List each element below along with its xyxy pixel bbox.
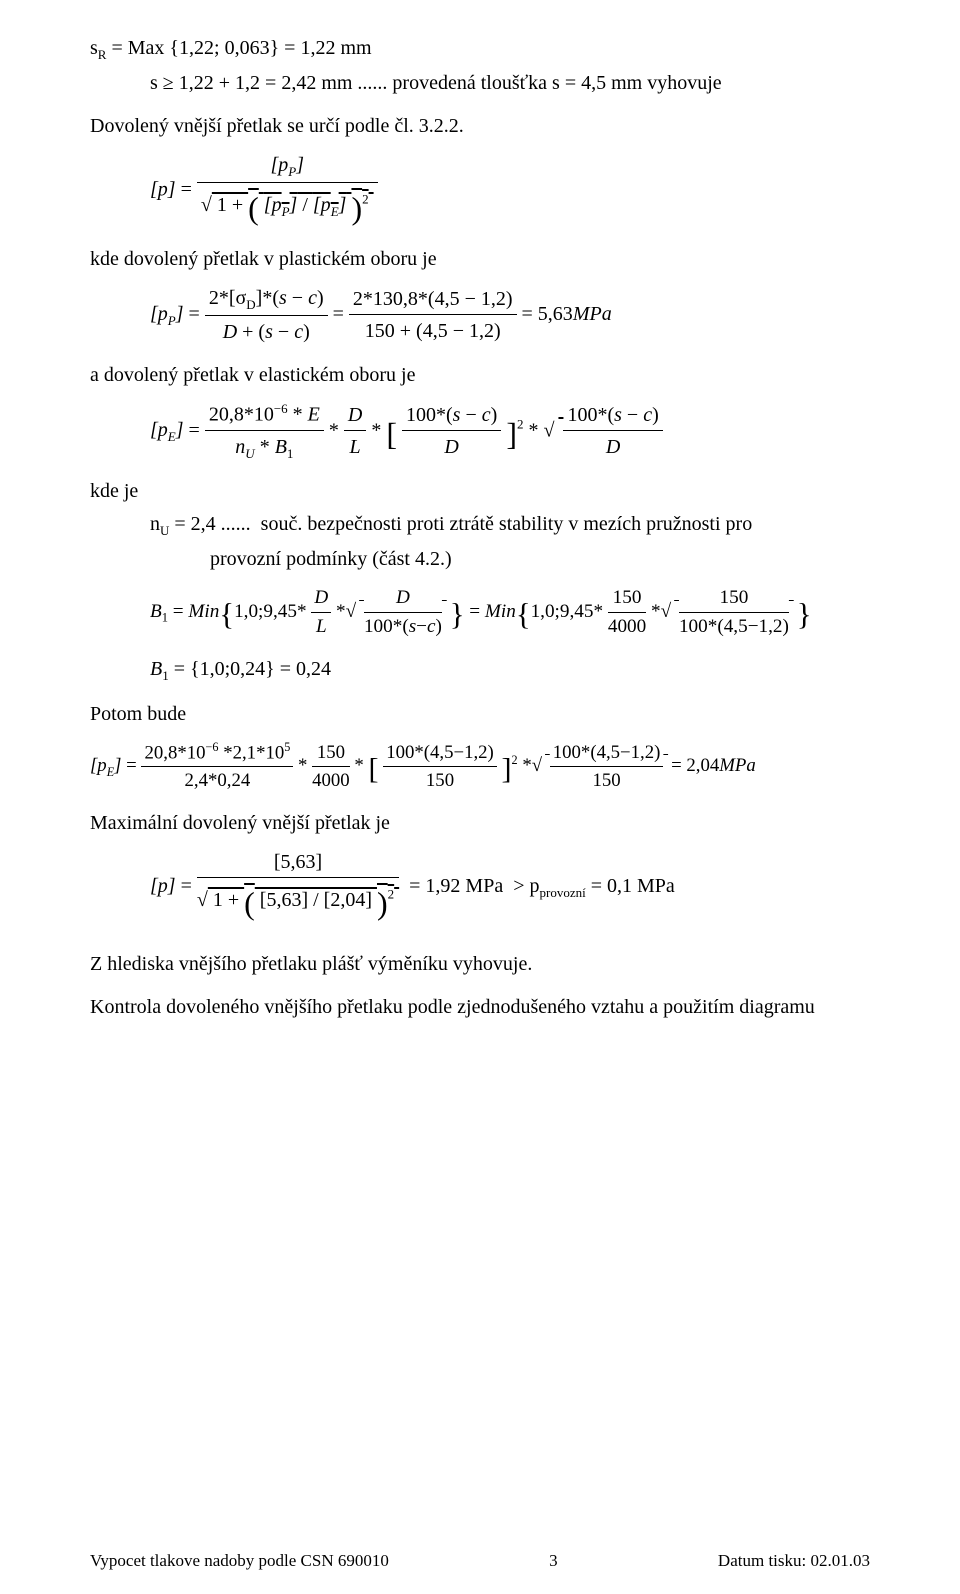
text-line: Maximální dovolený vnější přetlak je (90, 809, 870, 838)
footer-page-number: 3 (549, 1549, 558, 1574)
page-footer: Vypocet tlakove nadoby podle CSN 690010 … (90, 1549, 870, 1574)
text-line: sR = Max {1,22; 0,063} = 1,22 mm (90, 34, 870, 65)
equation-pe: [pE] = 20,8*10−6 * E nU * B1 * D L * [ 1… (150, 400, 870, 464)
sr-max: sR = Max {1,22; 0,063} = 1,22 mm (90, 37, 372, 59)
nu-def: nU = 2,4 ...... souč. bezpečnosti proti … (150, 513, 752, 535)
text-line: s ≥ 1,22 + 1,2 = 2,42 mm ...... proveden… (150, 69, 870, 98)
equation-p-final: [p] = [5,63] √ 1 + ( [5,63] / [2,04] )2 … (150, 848, 870, 926)
footer-right: Datum tisku: 02.01.03 (718, 1549, 870, 1574)
text-line: nU = 2,4 ...... souč. bezpečnosti proti … (150, 510, 870, 541)
text-line: kde dovolený přetlak v plastickém oboru … (90, 245, 870, 274)
text-line: Z hlediska vnějšího přetlaku plášť výměn… (90, 950, 870, 979)
text-line: Potom bude (90, 700, 870, 729)
footer-left: Vypocet tlakove nadoby podle CSN 690010 (90, 1549, 389, 1574)
equation-b1-result: B1 = {1,0;0,24} = 0,24 (150, 655, 870, 686)
equation-pp: [pP] = 2*[σD]*(s − c) D + (s − c) = 2*13… (150, 284, 870, 347)
text-line: a dovolený přetlak v elastickém oboru je (90, 361, 870, 390)
text-line: Dovolený vnější přetlak se určí podle čl… (90, 112, 870, 141)
equation-b1: B1 = Min{1,0;9,45* D L *√ D 100*(s−c) } … (150, 584, 870, 641)
document-page: sR = Max {1,22; 0,063} = 1,22 mm s ≥ 1,2… (0, 0, 960, 1594)
text-line: provozní podmínky (část 4.2.) (210, 545, 870, 574)
text-line: Kontrola dovoleného vnějšího přetlaku po… (90, 993, 870, 1022)
equation-p: [p] = [pP] √ 1 + ( [pP] / [pE] )2 (150, 151, 870, 231)
text-line: kde je (90, 477, 870, 506)
equation-pe-numeric: [pE] = 20,8*10−6 *2,1*105 2,4*0,24 * 150… (90, 739, 870, 795)
